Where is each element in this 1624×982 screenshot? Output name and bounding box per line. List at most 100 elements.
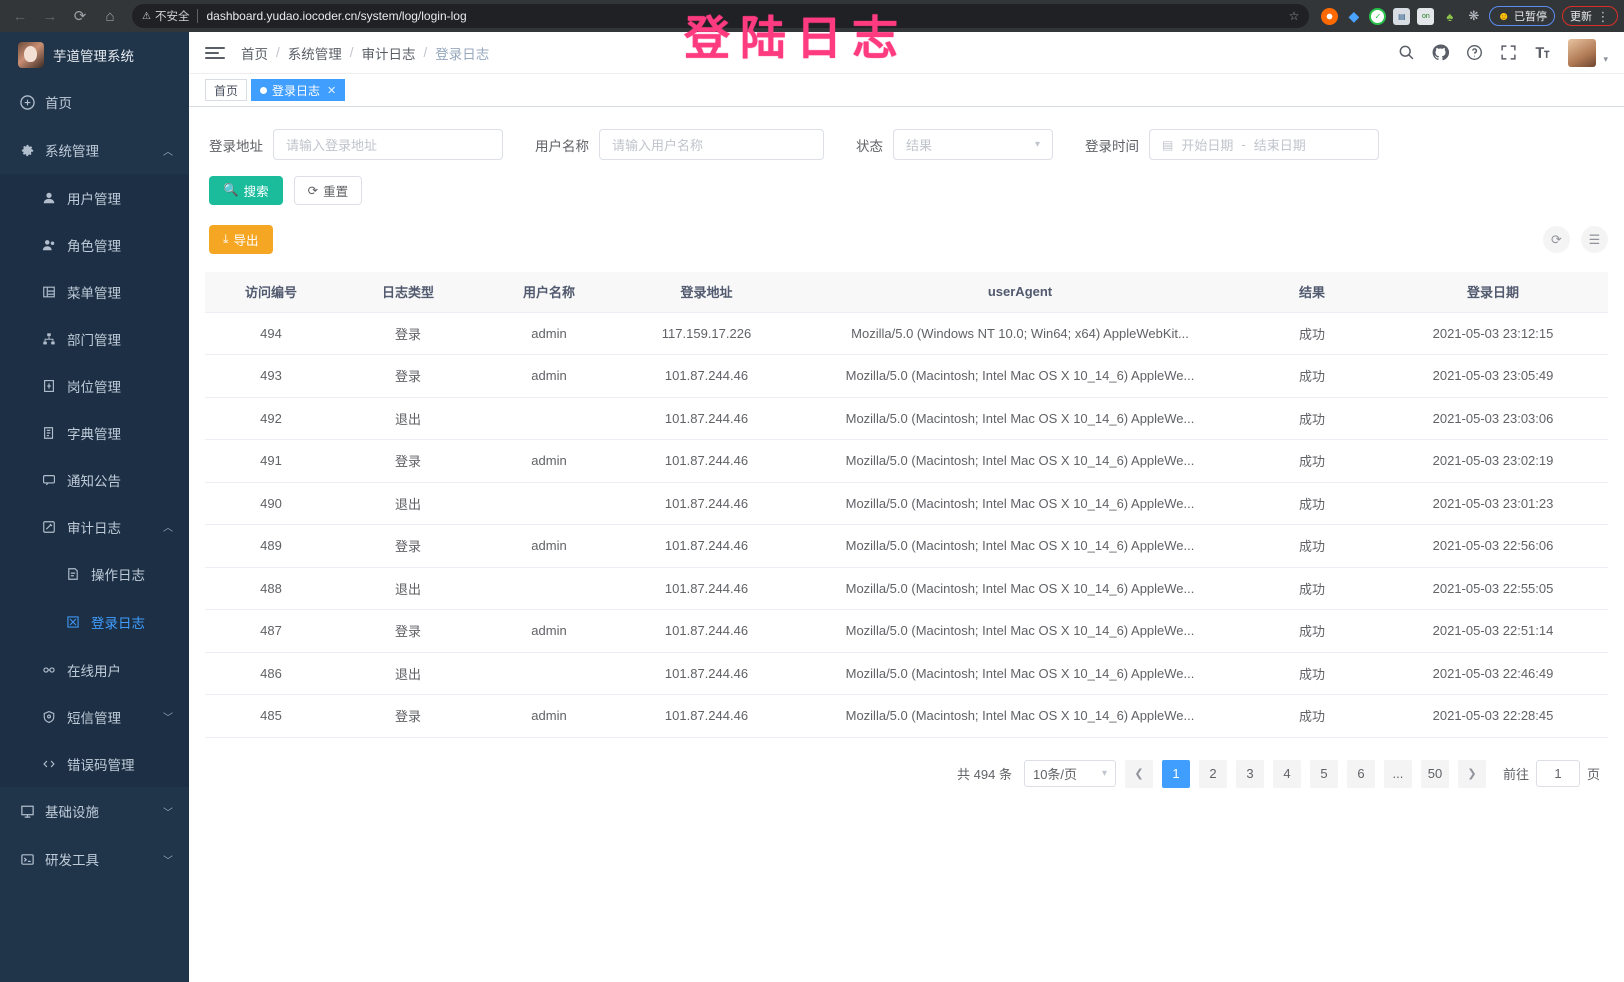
omnibox-divider [197,9,199,23]
top-navbar: 首页 / 系统管理 / 审计日志 / 登录日志 ▾ [189,32,1624,74]
extension-icons: ◆ ✓ ▤ on ♠ ❋ ☻ 已暂停 更新 ⋮ [1317,6,1618,26]
fullscreen-icon[interactable] [1500,44,1517,61]
puzzle-extension-icon[interactable]: ❋ [1468,8,1480,23]
font-size-icon[interactable] [1534,44,1551,61]
login-addr-input[interactable]: 请输入登录地址 [273,129,503,160]
sidebar-item-role-mgmt[interactable]: 角色管理 [0,221,189,268]
chevron-down-icon: ▾ [1034,139,1040,150]
breadcrumb-item-system[interactable]: 系统管理 [287,46,342,62]
login-time-range-picker[interactable]: ▤ 开始日期 - 结束日期 [1149,129,1379,160]
end-date-input[interactable]: 结束日期 [1253,138,1306,153]
refresh-icon-button[interactable]: ⟳ [1543,226,1570,253]
pagination-page-5[interactable]: 5 [1309,759,1338,788]
avatar[interactable] [1568,38,1597,67]
pagination-next-button[interactable]: ❯ [1457,759,1486,788]
sidebar-item-user-mgmt[interactable]: 用户管理 [0,174,189,221]
pagination-page-50[interactable]: 50 [1420,759,1449,788]
cell-useragent: Mozilla/5.0 (Macintosh; Intel Mac OS X 1… [794,354,1246,398]
breadcrumb-item-audit[interactable]: 审计日志 [361,46,416,62]
bookmark-star-icon[interactable]: ☆ [1288,9,1300,23]
sidebar-item-login-log[interactable]: 登录日志 [0,598,189,646]
sidebar-item-system[interactable]: 系统管理 ︿ [0,126,189,174]
table-row[interactable]: 487 登录 admin 101.87.244.46 Mozilla/5.0 (Maci… [205,609,1608,653]
chevron-down-icon: ﹀ [163,807,173,819]
search-icon[interactable] [1398,44,1415,61]
cell-date: 2021-05-03 22:55:05 [1378,567,1608,610]
export-button[interactable]: ⤓ 导出 [209,225,273,254]
column-header-addr: 登录地址 [619,272,794,313]
pagination-page-1[interactable]: 1 [1161,759,1190,788]
pagination-page-2[interactable]: 2 [1198,759,1227,788]
paused-status-pill[interactable]: ☻ 已暂停 [1489,6,1555,26]
sidebar-item-online-user[interactable]: 在线用户 [0,646,189,693]
reset-button[interactable]: ⟳ 重置 [293,176,363,205]
update-button[interactable]: 更新 ⋮ [1562,6,1618,26]
tab-login-log[interactable]: 登录日志 ✕ [251,79,346,101]
table-row[interactable]: 493 登录 admin 101.87.244.46 Mozilla/5.0 (Maci… [205,354,1608,398]
post-icon [38,379,60,393]
table-row[interactable]: 486 退出 101.87.244.46 Mozilla/5.0 (Macintosh… [205,652,1608,695]
search-button[interactable]: 🔍 搜索 [209,176,283,205]
start-date-input[interactable]: 开始日期 [1181,138,1234,153]
sidebar-item-dept-mgmt[interactable]: 部门管理 [0,315,189,362]
table-row[interactable]: 488 退出 101.87.244.46 Mozilla/5.0 (Macintosh… [205,567,1608,610]
green-check-extension-icon[interactable]: ✓ [1369,7,1387,25]
chevron-down-icon[interactable]: ▾ [1603,53,1608,64]
sidebar-logo[interactable]: 芋道管理系统 [0,32,189,78]
table-row[interactable]: 489 登录 admin 101.87.244.46 Mozilla/5.0 (Maci… [205,524,1608,568]
jump-page-input[interactable]: 1 [1535,760,1580,787]
back-arrow-icon[interactable]: ← [12,7,28,25]
pagination-ellipsis[interactable]: ... [1383,759,1412,788]
home-icon[interactable]: ⌂ [105,7,115,25]
cell-addr: 101.87.244.46 [619,609,794,653]
forward-arrow-icon[interactable]: → [42,7,58,25]
pagination-page-6[interactable]: 6 [1346,759,1375,788]
sidebar-item-dict-mgmt[interactable]: 字典管理 [0,409,189,456]
hamburger-icon[interactable] [205,46,225,59]
pagination-prev-button[interactable]: ❮ [1124,759,1153,788]
sidebar-item-menu-mgmt[interactable]: 菜单管理 [0,268,189,315]
cell-useragent: Mozilla/5.0 (Macintosh; Intel Mac OS X 1… [794,694,1246,738]
username-input[interactable]: 请输入用户名称 [599,129,824,160]
leaf-extension-icon[interactable]: ♠ [1446,8,1454,24]
status-select[interactable]: 结果 ▾ [893,129,1053,160]
sidebar-item-label: 在线用户 [67,663,121,679]
breadcrumb-item-home[interactable]: 首页 [241,46,268,62]
sidebar-item-operate-log[interactable]: 操作日志 [0,550,189,598]
address-bar[interactable]: ⚠ 不安全 dashboard.yudao.iocoder.cn/system/… [132,4,1310,28]
table-row[interactable]: 490 退出 101.87.244.46 Mozilla/5.0 (Macintosh… [205,482,1608,525]
cell-user [479,482,619,525]
sidebar-item-infra[interactable]: 基础设施 ﹀ [0,787,189,835]
close-icon[interactable]: ✕ [327,84,337,97]
github-icon[interactable] [1432,44,1450,61]
sidebar-item-sms-mgmt[interactable]: 短信管理 ﹀ [0,693,189,740]
sidebar-item-label: 系统管理 [45,144,99,159]
help-icon[interactable] [1466,44,1483,61]
blue-diamond-extension-icon[interactable]: ◆ [1348,7,1360,24]
columns-icon-button[interactable]: ☰ [1581,226,1608,253]
reload-icon[interactable]: ⟳ [73,8,87,25]
security-warning[interactable]: ⚠ 不安全 [142,8,189,24]
sidebar-item-audit-log[interactable]: 审计日志 ︿ [0,503,189,550]
table-row[interactable]: 492 退出 101.87.244.46 Mozilla/5.0 (Macintosh… [205,397,1608,440]
sidebar-item-error-code[interactable]: 错误码管理 [0,740,189,787]
pagination-page-3[interactable]: 3 [1235,759,1264,788]
table-row[interactable]: 491 登录 admin 101.87.244.46 Mozilla/5.0 (Maci… [205,439,1608,483]
calendar-icon: ▤ [1162,137,1174,152]
table-row[interactable]: 485 登录 admin 101.87.244.46 Mozilla/5.0 (Maci… [205,694,1608,738]
table-row[interactable]: 494 登录 admin 117.159.17.226 Mozilla/5.0 (Win… [205,312,1608,355]
pagination-jumper: 前往 1 页 [1503,760,1600,787]
page-size-select[interactable]: 10条/页 ▾ [1023,760,1116,787]
sidebar-item-home[interactable]: 首页 [0,78,189,126]
breadcrumb-item-current: 登录日志 [435,46,490,62]
overflow-menu-icon[interactable]: ⋮ [1596,8,1610,24]
sidebar-item-notice[interactable]: 通知公告 [0,456,189,503]
cell-id: 485 [205,694,337,738]
green-on-extension-icon[interactable]: on [1417,7,1435,25]
pagination-page-4[interactable]: 4 [1272,759,1301,788]
orange-ring-extension-icon[interactable] [1321,7,1339,25]
sidebar-item-post-mgmt[interactable]: 岗位管理 [0,362,189,409]
sidebar-item-dev-tools[interactable]: 研发工具 ﹀ [0,835,189,883]
blue-notes-extension-icon[interactable]: ▤ [1393,7,1411,25]
tab-home[interactable]: 首页 [205,79,248,101]
